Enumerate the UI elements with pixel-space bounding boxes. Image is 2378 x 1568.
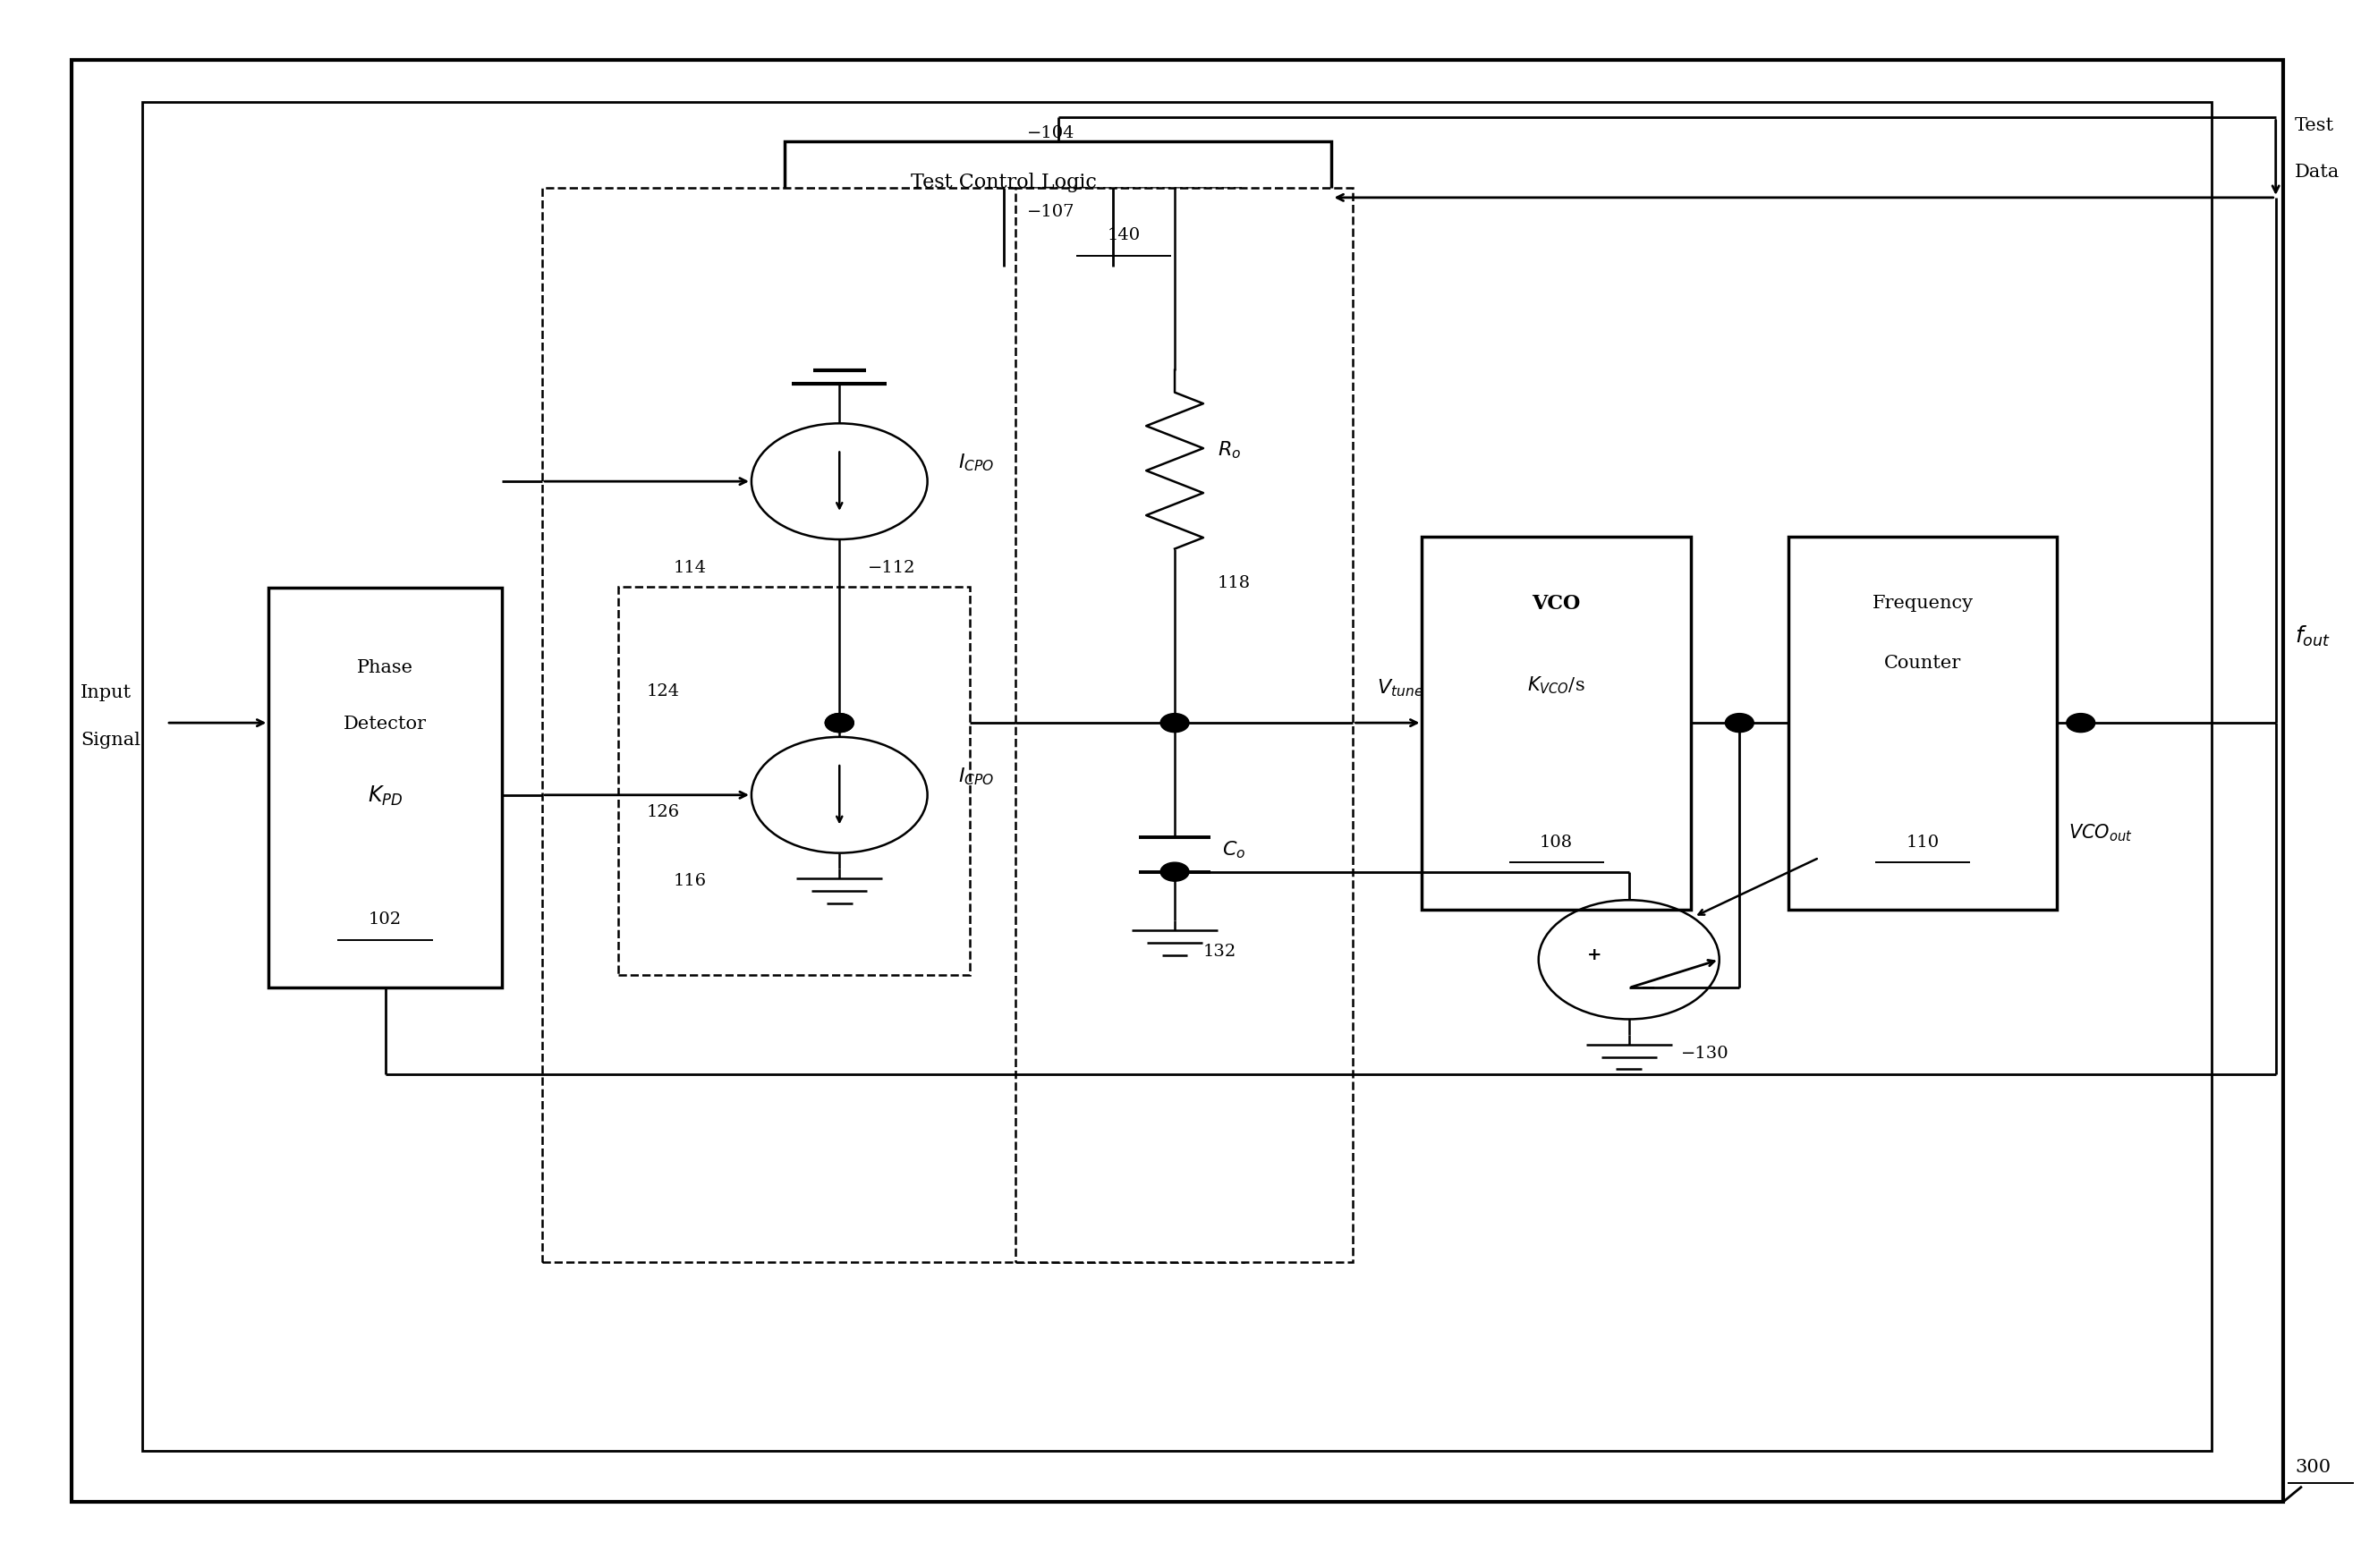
Bar xyxy=(143,102,2212,1450)
Text: VCO: VCO xyxy=(1531,594,1581,613)
Text: 300: 300 xyxy=(2295,1460,2330,1475)
Text: $VCO_{out}$: $VCO_{out}$ xyxy=(2069,822,2133,844)
Text: 124: 124 xyxy=(647,684,680,699)
Text: Input: Input xyxy=(81,685,131,701)
Circle shape xyxy=(1724,713,1755,732)
Text: −112: −112 xyxy=(868,560,916,575)
Circle shape xyxy=(1160,713,1189,732)
Text: $K_{PD}$: $K_{PD}$ xyxy=(369,784,402,808)
Text: 118: 118 xyxy=(1218,575,1251,591)
Text: Detector: Detector xyxy=(345,715,426,732)
Text: 110: 110 xyxy=(1907,834,1938,850)
Text: 140: 140 xyxy=(1108,227,1141,243)
Text: $V_{tune}$: $V_{tune}$ xyxy=(1377,677,1424,699)
Text: Test: Test xyxy=(2295,118,2335,133)
Text: Frequency: Frequency xyxy=(1871,594,1974,612)
Text: 108: 108 xyxy=(1541,834,1572,850)
Text: Phase: Phase xyxy=(357,660,414,676)
Text: Test Control Logic: Test Control Logic xyxy=(911,172,1096,193)
Circle shape xyxy=(2066,713,2095,732)
Text: 116: 116 xyxy=(673,873,706,889)
Text: Signal: Signal xyxy=(81,732,140,748)
Text: −130: −130 xyxy=(1681,1046,1729,1062)
Circle shape xyxy=(825,713,854,732)
Text: −104: −104 xyxy=(1027,125,1075,141)
Circle shape xyxy=(825,713,854,732)
Bar xyxy=(269,588,502,988)
Circle shape xyxy=(1160,862,1189,881)
Text: 114: 114 xyxy=(673,560,706,575)
Text: Data: Data xyxy=(2295,165,2340,180)
Bar xyxy=(542,188,1244,1262)
Bar xyxy=(618,586,970,975)
Bar xyxy=(1422,536,1691,909)
Text: $f_{out}$: $f_{out}$ xyxy=(2295,624,2330,649)
Text: $C_o$: $C_o$ xyxy=(1222,839,1246,861)
Text: +: + xyxy=(1586,947,1603,963)
Text: $R_o$: $R_o$ xyxy=(1218,441,1241,461)
Text: −: − xyxy=(1641,980,1657,997)
Bar xyxy=(1788,536,2057,909)
Text: Counter: Counter xyxy=(1883,655,1962,671)
Text: 102: 102 xyxy=(369,913,402,928)
Text: 126: 126 xyxy=(647,804,680,820)
Text: 132: 132 xyxy=(1203,944,1237,960)
Bar xyxy=(1015,188,1353,1262)
Text: $K_{VCO}$/s: $K_{VCO}$/s xyxy=(1527,674,1586,696)
Text: $I_{CPO}$: $I_{CPO}$ xyxy=(958,452,994,474)
Bar xyxy=(785,141,1332,267)
Text: $I_{CPO}$: $I_{CPO}$ xyxy=(958,765,994,787)
Text: −107: −107 xyxy=(1027,204,1075,220)
